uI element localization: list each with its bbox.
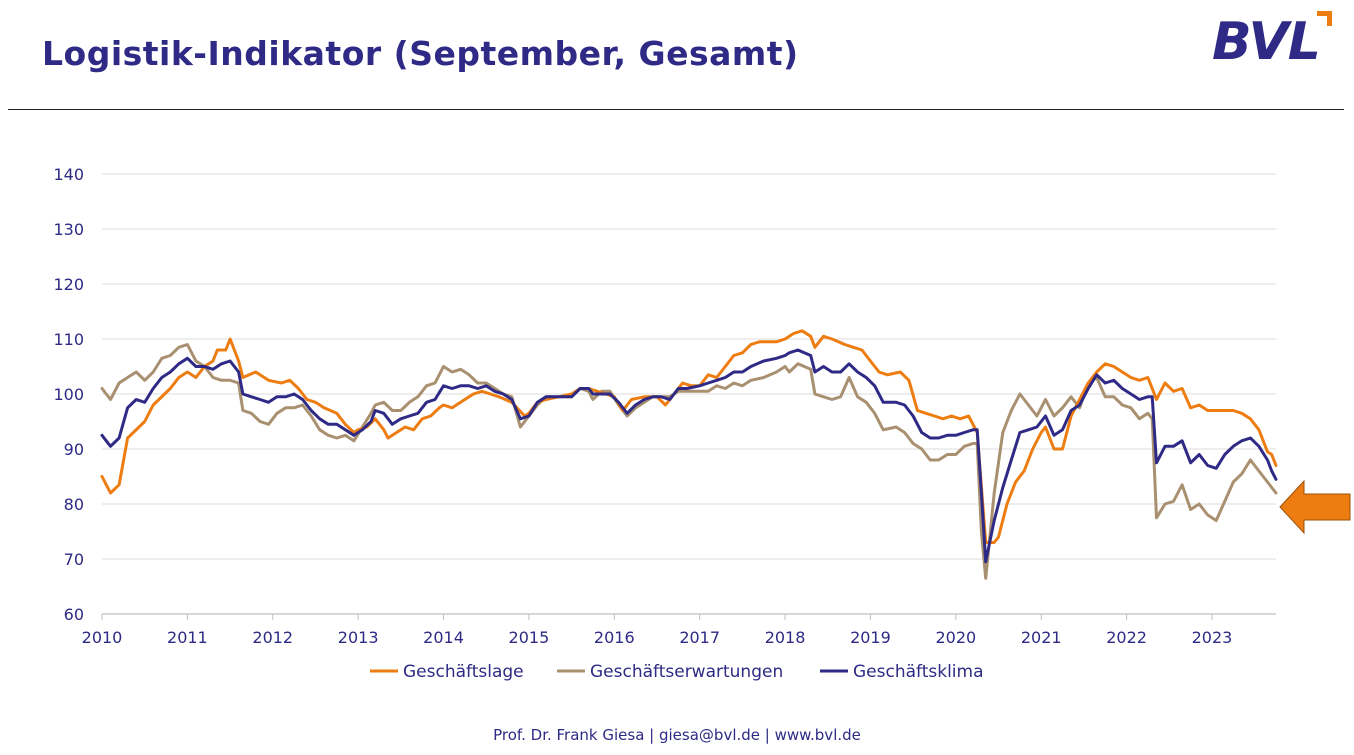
y-tick-label: 60 (64, 605, 84, 624)
x-tick-label: 2015 (509, 628, 550, 647)
x-tick-label: 2022 (1106, 628, 1147, 647)
y-tick-label: 80 (64, 495, 84, 514)
footer-credits: Prof. Dr. Frank Giesa | giesa@bvl.de | w… (493, 726, 861, 744)
logo-text: BVL (1212, 12, 1321, 72)
x-tick-label: 2016 (594, 628, 635, 647)
x-tick-label: 2021 (1021, 628, 1062, 647)
orange-arrow-icon (1279, 479, 1351, 535)
y-axis-ticks: 60 70 80 90 100 110 120 130 140 (53, 165, 84, 624)
legend: Geschäftslage Geschäftserwartungen Geschäf… (370, 662, 984, 682)
legend-label: Geschäftserwartungen (590, 662, 783, 682)
series-line-geschaeftslage (100, 329, 1278, 544)
x-tick-label: 2019 (850, 628, 891, 647)
x-tick-label: 2011 (167, 628, 208, 647)
x-axis: 2010 2011 2012 2013 2014 2015 2016 2017 2018 2019… (82, 613, 1276, 647)
x-tick-label: 2023 (1192, 628, 1233, 647)
logo-corner-mark-icon (1317, 11, 1332, 26)
x-tick-label: 2012 (252, 628, 293, 647)
y-tick-label: 70 (64, 550, 84, 569)
y-tick-label: 120 (53, 275, 84, 294)
y-tick-label: 110 (53, 330, 84, 349)
x-tick-label: 2017 (679, 628, 720, 647)
series-lines (100, 329, 1278, 580)
x-tick-label: 2010 (82, 628, 123, 647)
x-tick-label: 2013 (338, 628, 379, 647)
y-tick-label: 130 (53, 220, 84, 239)
legend-label: Geschäftsklima (853, 662, 984, 682)
y-tick-label: 140 (53, 165, 84, 184)
bvl-logo: BVL (1206, 8, 1346, 78)
grid-lines (102, 173, 1276, 560)
page-title: Logistik-Indikator (September, Gesamt) (42, 34, 799, 73)
header-divider (8, 109, 1344, 110)
x-tick-label: 2018 (765, 628, 806, 647)
series-line-geschaeftsklima (100, 348, 1278, 564)
x-tick-label: 2020 (935, 628, 976, 647)
y-tick-label: 100 (53, 385, 84, 404)
y-tick-label: 90 (64, 440, 84, 459)
x-tick-label: 2014 (423, 628, 464, 647)
legend-label: Geschäftslage (403, 662, 524, 682)
